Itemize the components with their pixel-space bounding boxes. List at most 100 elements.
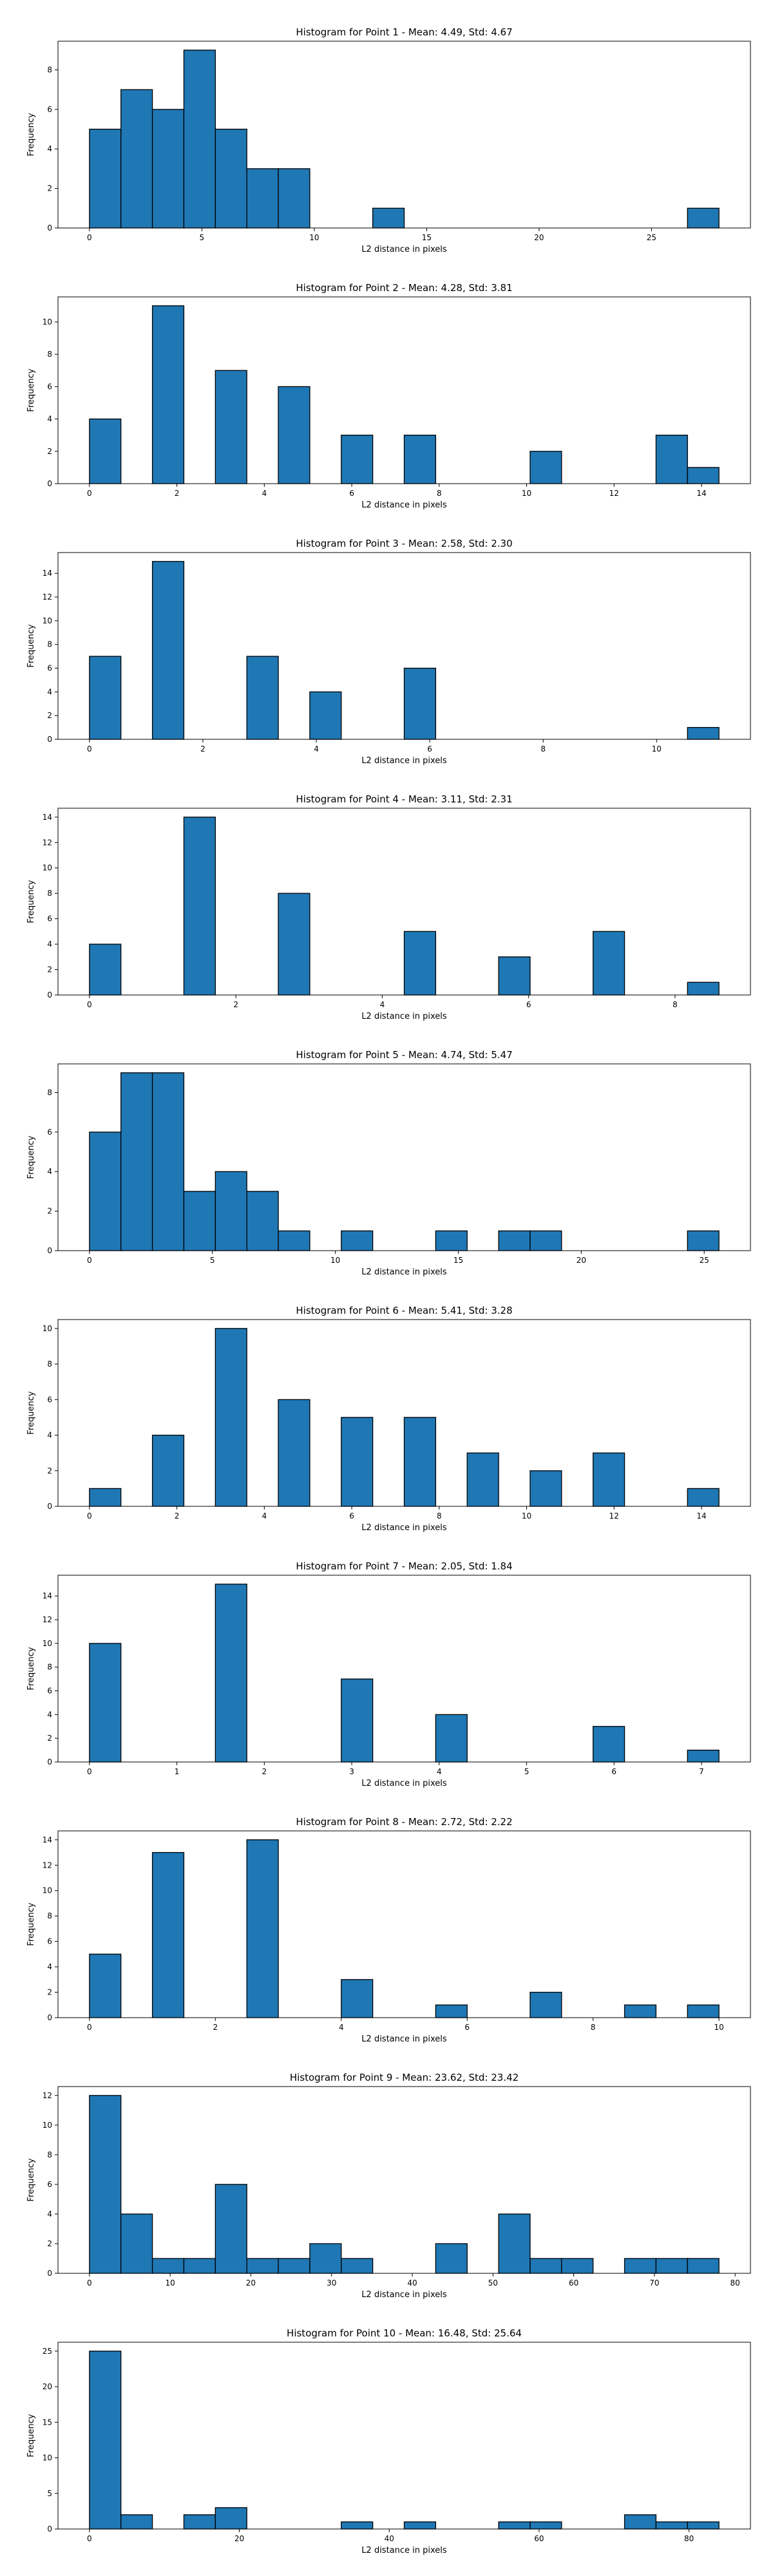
x-tick-label: 6 <box>464 2023 470 2032</box>
subplot-1: 0 5 10 15 20 25 0 2 4 6 8 Histogram for Point 1 - M… <box>26 26 751 254</box>
histogram-bar <box>687 1749 720 1763</box>
x-axis-label: L2 distance in pixels <box>361 1779 447 1788</box>
histogram-bar <box>498 2521 531 2530</box>
histogram-bar <box>435 2004 468 2018</box>
x-tick-label: 6 <box>611 1767 616 1776</box>
y-tick-label: 4 <box>47 415 52 424</box>
x-tick-label: 80 <box>684 2534 694 2543</box>
histogram-bar <box>151 109 185 229</box>
histogram-bar <box>89 1953 122 2018</box>
histogram-bar <box>687 726 720 740</box>
histogram-bar <box>530 2258 562 2274</box>
x-tick-label: 6 <box>526 1000 531 1009</box>
histogram-bar <box>435 1230 468 1251</box>
histogram-bar <box>151 561 185 740</box>
histogram-bar <box>593 931 625 996</box>
histogram-bar <box>89 1643 122 1763</box>
histogram-bar <box>215 1328 247 1507</box>
y-tick-label: 6 <box>47 1395 52 1404</box>
histogram-bar <box>687 207 720 229</box>
chart-title: Histogram for Point 10 - Mean: 16.48, St… <box>287 2327 522 2339</box>
histogram-bar <box>278 1399 310 1507</box>
x-axis-label: L2 distance in pixels <box>361 245 447 254</box>
x-tick-label: 4 <box>380 1000 385 1009</box>
y-tick-label: 14 <box>43 1835 52 1844</box>
histogram-bar <box>530 1230 562 1251</box>
histogram-bar <box>624 2004 657 2018</box>
histogram-bar <box>687 467 720 484</box>
histogram-bar <box>151 2258 185 2274</box>
x-tick-label: 20 <box>577 1256 586 1265</box>
x-tick-label: 70 <box>649 2278 659 2287</box>
subplot-2: 0 2 4 6 8 10 12 14 0 2 4 6 8 10 Histogram for Point 2 … <box>26 282 751 510</box>
histogram-bar <box>530 2521 562 2530</box>
x-tick-label: 4 <box>339 2023 344 2032</box>
x-tick-label: 8 <box>540 744 546 753</box>
histogram-bar <box>403 931 437 996</box>
x-tick-label: 6 <box>427 744 432 753</box>
y-tick-label: 25 <box>43 2347 52 2356</box>
histogram-bar <box>246 656 279 740</box>
y-tick-label: 8 <box>47 1359 52 1368</box>
y-tick-label: 4 <box>47 687 52 696</box>
y-axis-label: Frequency <box>26 1647 36 1690</box>
histogram-bar <box>215 2184 247 2274</box>
y-tick-label: 12 <box>43 838 52 847</box>
subplot-8: 0 2 4 6 8 10 0 2 4 6 8 10 12 14 Histogram for Point 8 … <box>26 1816 751 2044</box>
x-tick-label: 10 <box>166 2278 175 2287</box>
x-tick-label: 80 <box>730 2278 740 2287</box>
x-tick-label: 30 <box>327 2278 336 2287</box>
y-tick-label: 8 <box>47 350 52 359</box>
y-tick-label: 0 <box>47 1502 52 1511</box>
histogram-bar <box>215 128 247 229</box>
histogram-bar <box>151 1072 185 1251</box>
x-tick-label: 25 <box>647 233 656 242</box>
histogram-bar <box>341 2521 374 2530</box>
y-tick-label: 2 <box>47 1207 52 1216</box>
y-axis-label: Frequency <box>26 1135 36 1179</box>
histogram-bar <box>309 2243 342 2274</box>
x-axis-label: L2 distance in pixels <box>361 2034 447 2044</box>
histogram-bar <box>624 2514 657 2530</box>
histogram-bar <box>215 1171 247 1251</box>
axes-frame <box>57 552 751 740</box>
chart-title: Histogram for Point 9 - Mean: 23.62, Std… <box>290 2072 519 2083</box>
subplot-6: 0 2 4 6 8 10 12 14 0 2 4 6 8 10 Histogram for Point 6 … <box>26 1305 751 1533</box>
y-tick-label: 6 <box>47 2180 52 2189</box>
axes-frame <box>57 1830 751 2018</box>
x-tick-label: 8 <box>673 1000 678 1009</box>
histogram-bar <box>215 1584 247 1763</box>
x-axis-label: L2 distance in pixels <box>361 1523 447 1533</box>
histogram-bar <box>151 305 185 484</box>
axes-frame <box>57 296 751 484</box>
y-axis-label: Frequency <box>26 1902 36 1946</box>
y-tick-label: 2 <box>47 184 52 193</box>
x-tick-label: 50 <box>488 2278 498 2287</box>
y-axis-label: Frequency <box>26 2414 36 2457</box>
x-tick-label: 6 <box>349 489 354 498</box>
histogram-bar <box>120 2213 153 2274</box>
histogram-bar <box>278 386 310 484</box>
x-tick-label: 1 <box>175 1767 180 1776</box>
x-tick-label: 12 <box>609 489 619 498</box>
x-tick-label: 5 <box>210 1256 215 1265</box>
histogram-bar <box>341 1417 374 1507</box>
x-tick-label: 4 <box>314 744 319 753</box>
histogram-bar <box>687 1230 720 1251</box>
x-tick-label: 10 <box>309 233 319 242</box>
y-tick-label: 10 <box>43 864 52 873</box>
y-axis-label: Frequency <box>26 1391 36 1434</box>
histogram-bar <box>655 2521 688 2530</box>
x-tick-label: 2 <box>200 744 205 753</box>
histogram-bar <box>341 435 374 484</box>
y-tick-label: 8 <box>47 640 52 649</box>
y-tick-label: 8 <box>47 889 52 898</box>
histogram-bar <box>246 2258 279 2274</box>
histogram-bar <box>403 435 437 484</box>
y-tick-label: 6 <box>47 105 52 114</box>
chart-title: Histogram for Point 2 - Mean: 4.28, Std:… <box>296 282 512 294</box>
x-tick-label: 6 <box>349 1511 354 1520</box>
y-tick-label: 6 <box>47 914 52 923</box>
histogram-bar <box>151 1852 185 2018</box>
